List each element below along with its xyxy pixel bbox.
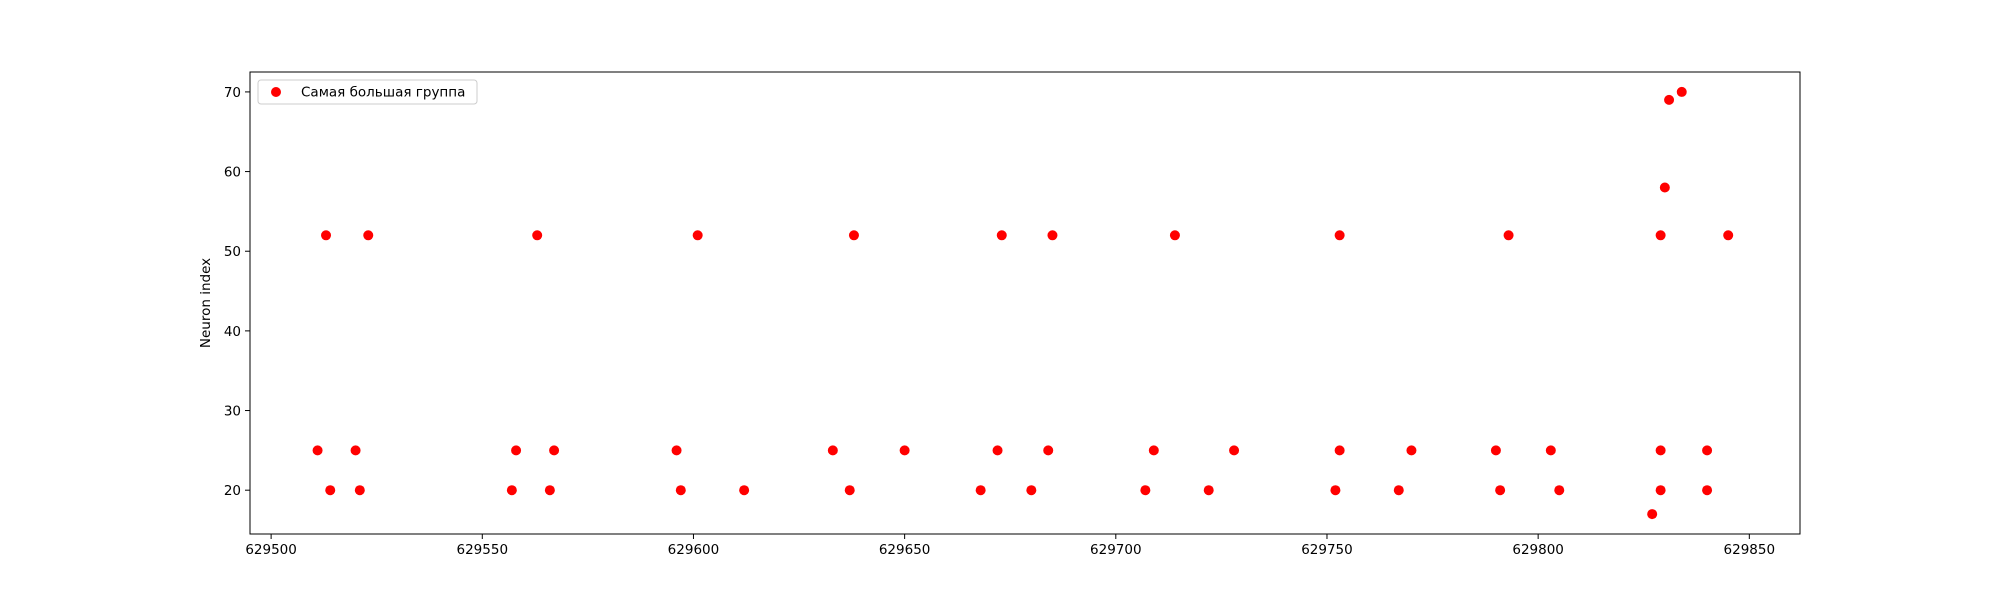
data-point bbox=[692, 230, 703, 241]
data-point bbox=[363, 230, 374, 241]
data-point bbox=[675, 485, 686, 496]
x-tick-label: 629700 bbox=[1090, 542, 1142, 558]
data-point bbox=[1406, 445, 1417, 456]
data-point bbox=[1554, 485, 1565, 496]
data-point bbox=[1169, 230, 1180, 241]
data-point bbox=[1545, 445, 1556, 456]
data-point bbox=[996, 230, 1007, 241]
x-axis-ticks: 629500 629550 629600 629650 629700 629750 6298… bbox=[245, 534, 1775, 558]
data-point bbox=[975, 485, 986, 496]
data-point bbox=[1203, 485, 1214, 496]
legend-box bbox=[257, 79, 478, 105]
data-point bbox=[1330, 485, 1341, 496]
data-point bbox=[1495, 485, 1506, 496]
data-point bbox=[312, 445, 323, 456]
data-point bbox=[321, 230, 332, 241]
data-point bbox=[1047, 230, 1058, 241]
y-axis-label: Neuron index bbox=[198, 258, 214, 348]
data-point bbox=[544, 485, 555, 496]
data-point bbox=[1334, 230, 1345, 241]
data-point bbox=[1659, 182, 1670, 193]
data-point bbox=[1043, 445, 1054, 456]
data-point bbox=[511, 445, 522, 456]
x-tick-label: 629800 bbox=[1512, 542, 1564, 558]
data-point bbox=[1140, 485, 1151, 496]
legend-label: Самая большая группа bbox=[301, 85, 465, 101]
data-point bbox=[1334, 445, 1345, 456]
y-tick-label: 50 bbox=[224, 244, 241, 260]
y-tick-label: 30 bbox=[224, 404, 241, 420]
y-axis-ticks: 20 30 40 50 60 70 bbox=[224, 85, 250, 499]
y-tick-label: 70 bbox=[224, 85, 241, 101]
data-point bbox=[506, 485, 517, 496]
data-point bbox=[827, 445, 838, 456]
data-point bbox=[1490, 445, 1501, 456]
data-point bbox=[739, 485, 750, 496]
x-tick-label: 629650 bbox=[879, 542, 931, 558]
data-point bbox=[1702, 485, 1713, 496]
data-point bbox=[1655, 485, 1666, 496]
legend-marker bbox=[271, 87, 281, 97]
data-point bbox=[992, 445, 1003, 456]
y-tick-label: 40 bbox=[224, 324, 241, 340]
plot-area bbox=[250, 72, 1800, 534]
data-point bbox=[1655, 445, 1666, 456]
data-point bbox=[532, 230, 543, 241]
data-point bbox=[1723, 230, 1734, 241]
data-point bbox=[1503, 230, 1514, 241]
data-point bbox=[1647, 509, 1658, 520]
x-tick-label: 629550 bbox=[457, 542, 509, 558]
data-point bbox=[899, 445, 910, 456]
data-point bbox=[350, 445, 361, 456]
data-point bbox=[1393, 485, 1404, 496]
y-tick-label: 60 bbox=[224, 165, 241, 181]
data-point bbox=[1229, 445, 1240, 456]
legend: Самая большая группа bbox=[257, 79, 478, 105]
data-point bbox=[549, 445, 560, 456]
x-tick-label: 629500 bbox=[245, 542, 297, 558]
x-tick-label: 629600 bbox=[668, 542, 720, 558]
data-point bbox=[848, 230, 859, 241]
data-point bbox=[1026, 485, 1037, 496]
plot-frame bbox=[249, 71, 1801, 535]
data-point bbox=[1655, 230, 1666, 241]
x-tick-label: 629750 bbox=[1301, 542, 1353, 558]
data-point bbox=[1148, 445, 1159, 456]
x-tick-label: 629850 bbox=[1724, 542, 1776, 558]
data-point bbox=[1664, 94, 1675, 105]
y-tick-label: 20 bbox=[224, 483, 241, 499]
data-point bbox=[1676, 86, 1687, 97]
data-point bbox=[325, 485, 336, 496]
data-point bbox=[1702, 445, 1713, 456]
data-points bbox=[312, 86, 1734, 520]
data-point bbox=[671, 445, 682, 456]
data-point bbox=[354, 485, 365, 496]
data-point bbox=[844, 485, 855, 496]
